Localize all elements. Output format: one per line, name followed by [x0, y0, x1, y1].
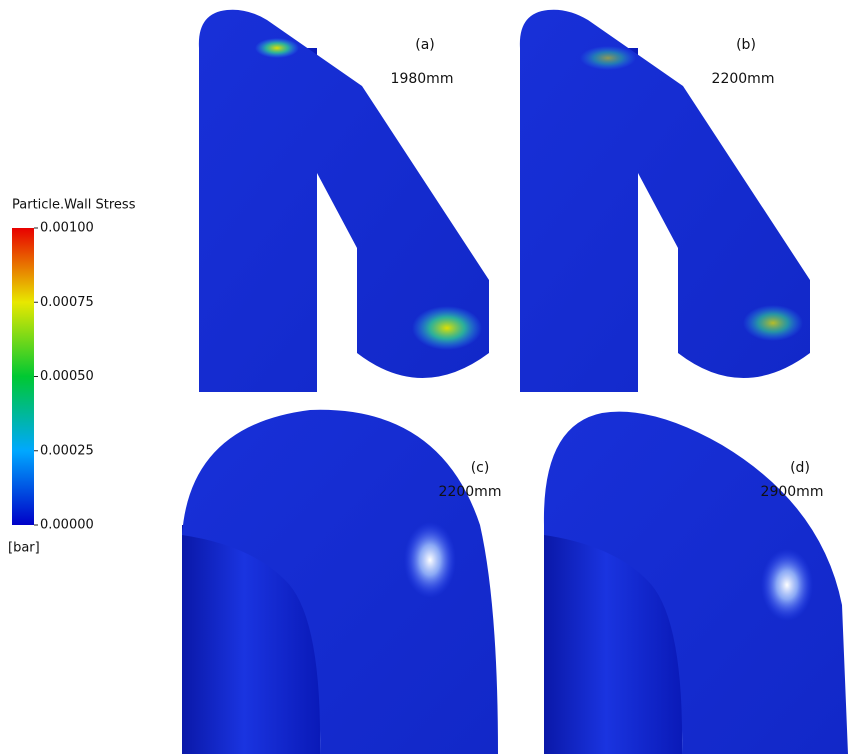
legend-unit: [bar]: [8, 541, 40, 556]
highlight: [761, 549, 813, 621]
highlight: [404, 522, 456, 598]
panel-label: (c): [471, 460, 490, 476]
panel-size: 2200mm: [439, 484, 502, 500]
panel-label: (b): [736, 37, 756, 53]
panel-size: 2900mm: [761, 484, 824, 500]
panel-c: (c) 2200mm: [182, 410, 501, 754]
hotspot: [255, 38, 299, 58]
hotspot: [412, 306, 482, 350]
tick-label: 0.00075: [40, 295, 94, 310]
legend-title: Particle.Wall Stress: [12, 198, 136, 213]
hotspot: [743, 305, 803, 341]
tick-label: 0.00050: [40, 369, 94, 384]
tick-label: 0.00100: [40, 221, 94, 236]
panel-size: 1980mm: [391, 71, 454, 87]
figure: Particle.Wall Stress 0.00100 0.00075 0.000…: [0, 0, 848, 754]
color-bar: [12, 228, 34, 525]
panel-a: (a) 1980mm: [199, 10, 489, 392]
panel-label: (d): [790, 460, 810, 476]
panel-size: 2200mm: [712, 71, 775, 87]
hotspot: [580, 46, 636, 70]
tick-label: 0.00000: [40, 518, 94, 533]
panel-label: (a): [415, 37, 435, 53]
tick-label: 0.00025: [40, 443, 94, 458]
panel-d: (d) 2900mm: [544, 412, 848, 754]
panel-b: (b) 2200mm: [520, 10, 810, 392]
